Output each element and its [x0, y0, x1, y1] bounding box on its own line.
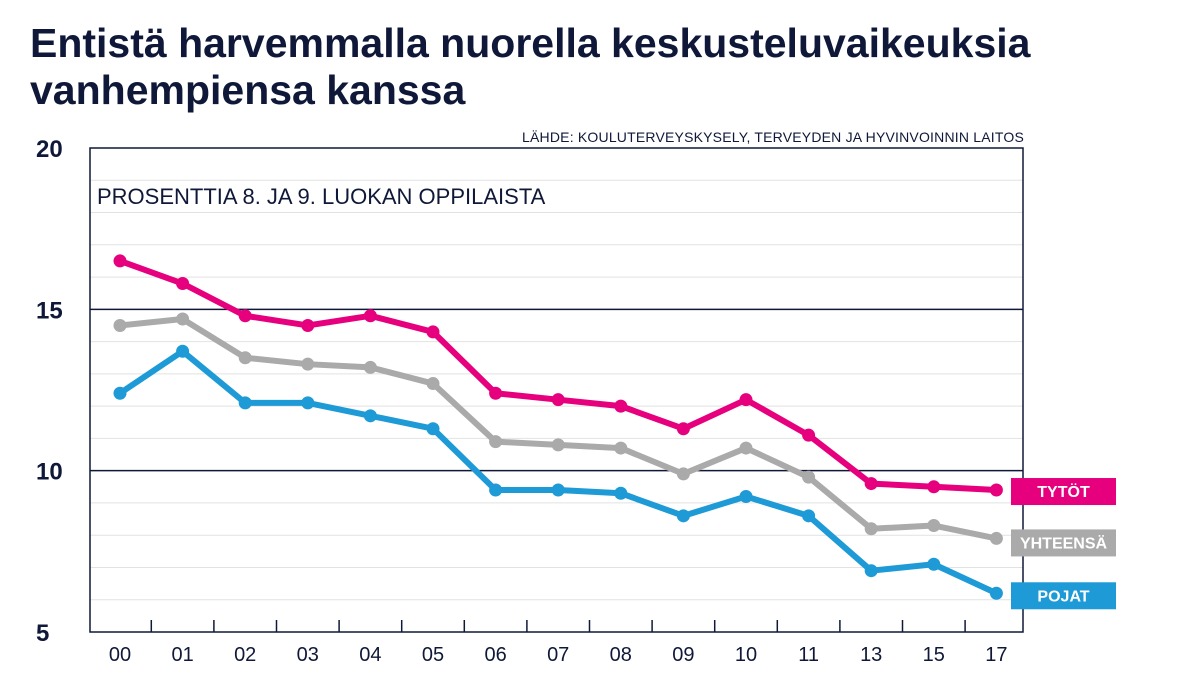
- data-point-pojat: [238, 396, 252, 410]
- data-point-tytot: [739, 393, 753, 407]
- x-tick-label: 10: [735, 644, 757, 666]
- chart-subtitle: PROSENTTIA 8. JA 9. LUOKAN OPPILAISTA: [97, 184, 546, 209]
- data-point-pojat: [676, 509, 690, 523]
- x-axis-ticks: 00 01 02 03 04 05 06 07 08 09 10 11 13 15 17: [109, 620, 1008, 666]
- data-point-tytot: [363, 309, 377, 323]
- data-point-pojat: [927, 557, 941, 571]
- data-point-pojat: [802, 509, 816, 523]
- chart-title: Entistä harvemmalla nuorella keskusteluv…: [30, 20, 1031, 113]
- x-tick-label: 17: [985, 644, 1007, 666]
- x-tick-label: 15: [923, 644, 945, 666]
- x-tick-label: 00: [109, 644, 131, 666]
- legend-label-tytot: TYTÖT: [1037, 482, 1090, 501]
- data-point-tytot: [551, 393, 565, 407]
- series-line-pojat: [117, 348, 1000, 597]
- data-point-pojat: [551, 483, 565, 497]
- data-point-pojat: [426, 422, 440, 436]
- data-point-tytot: [927, 480, 941, 494]
- data-point-yhteensa: [489, 435, 503, 449]
- data-point-pojat: [301, 396, 315, 410]
- data-point-tytot: [802, 428, 816, 442]
- data-point-tytot: [301, 318, 315, 332]
- data-point-tytot: [676, 422, 690, 436]
- data-point-pojat: [363, 409, 377, 423]
- plot-frame: [89, 147, 1024, 633]
- data-point-pojat: [489, 483, 503, 497]
- legend-label-yhteensa: YHTEENSÄ: [1020, 534, 1108, 552]
- data-point-tytot: [864, 477, 878, 491]
- x-tick-label: 11: [798, 644, 819, 666]
- data-point-yhteensa: [551, 438, 565, 452]
- data-point-yhteensa: [113, 318, 127, 332]
- x-tick-label: 13: [860, 644, 882, 666]
- legend-box-tytot: [1011, 478, 1116, 506]
- x-tick-label: 08: [610, 644, 632, 666]
- x-tick-label: 01: [171, 644, 193, 666]
- x-tick-label: 03: [297, 644, 319, 666]
- data-point-yhteensa: [739, 441, 753, 455]
- series-line-tytot: [117, 257, 1000, 494]
- data-point-tytot: [989, 483, 1003, 497]
- x-tick-label: 02: [234, 644, 256, 666]
- data-point-tytot: [426, 325, 440, 339]
- y-tick-label: 10: [36, 459, 63, 486]
- data-point-yhteensa: [676, 467, 690, 481]
- data-point-pojat: [864, 564, 878, 578]
- series-line-yhteensa: [117, 316, 1000, 542]
- data-point-yhteensa: [864, 522, 878, 536]
- legend-label-pojat: POJAT: [1037, 588, 1089, 605]
- data-point-yhteensa: [238, 351, 252, 365]
- legend-box-pojat: [1011, 582, 1116, 610]
- data-point-pojat: [989, 586, 1003, 600]
- series-labels: TYTÖT YHTEENSÄ POJAT: [1011, 478, 1116, 610]
- x-tick-label: 06: [484, 644, 506, 666]
- data-point-tytot: [489, 386, 503, 400]
- y-tick-label: 5: [36, 620, 49, 647]
- x-tick-label: 09: [672, 644, 694, 666]
- legend-box-yhteensa: [1011, 529, 1116, 557]
- data-point-yhteensa: [989, 531, 1003, 545]
- x-tick-label: 04: [359, 644, 381, 666]
- data-point-pojat: [739, 489, 753, 503]
- data-point-tytot: [113, 254, 127, 268]
- y-axis-ticks: 5 10 15 20: [36, 136, 63, 647]
- data-point-tytot: [238, 309, 252, 323]
- x-tick-label: 05: [422, 644, 444, 666]
- data-point-pojat: [614, 486, 628, 500]
- data-point-yhteensa: [927, 519, 941, 533]
- data-point-yhteensa: [301, 357, 315, 371]
- data-point-yhteensa: [802, 470, 816, 484]
- data-point-tytot: [176, 277, 190, 291]
- data-point-pojat: [113, 386, 127, 400]
- source-note: LÄHDE: KOULUTERVEYSKYSELY, TERVEYDEN JA …: [522, 129, 1024, 145]
- y-tick-label: 20: [36, 136, 63, 163]
- data-point-yhteensa: [614, 441, 628, 455]
- y-tick-label: 15: [36, 297, 63, 324]
- data-point-yhteensa: [363, 360, 377, 374]
- series-group: [113, 254, 1003, 600]
- x-tick-label: 07: [547, 644, 569, 666]
- data-point-yhteensa: [176, 312, 190, 326]
- data-point-pojat: [176, 344, 190, 358]
- data-point-yhteensa: [426, 377, 440, 391]
- data-point-tytot: [614, 399, 628, 413]
